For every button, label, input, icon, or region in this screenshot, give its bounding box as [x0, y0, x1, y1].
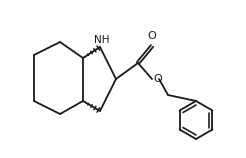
Text: O: O — [148, 31, 156, 41]
Text: NH: NH — [94, 35, 110, 45]
Text: O: O — [153, 74, 162, 84]
